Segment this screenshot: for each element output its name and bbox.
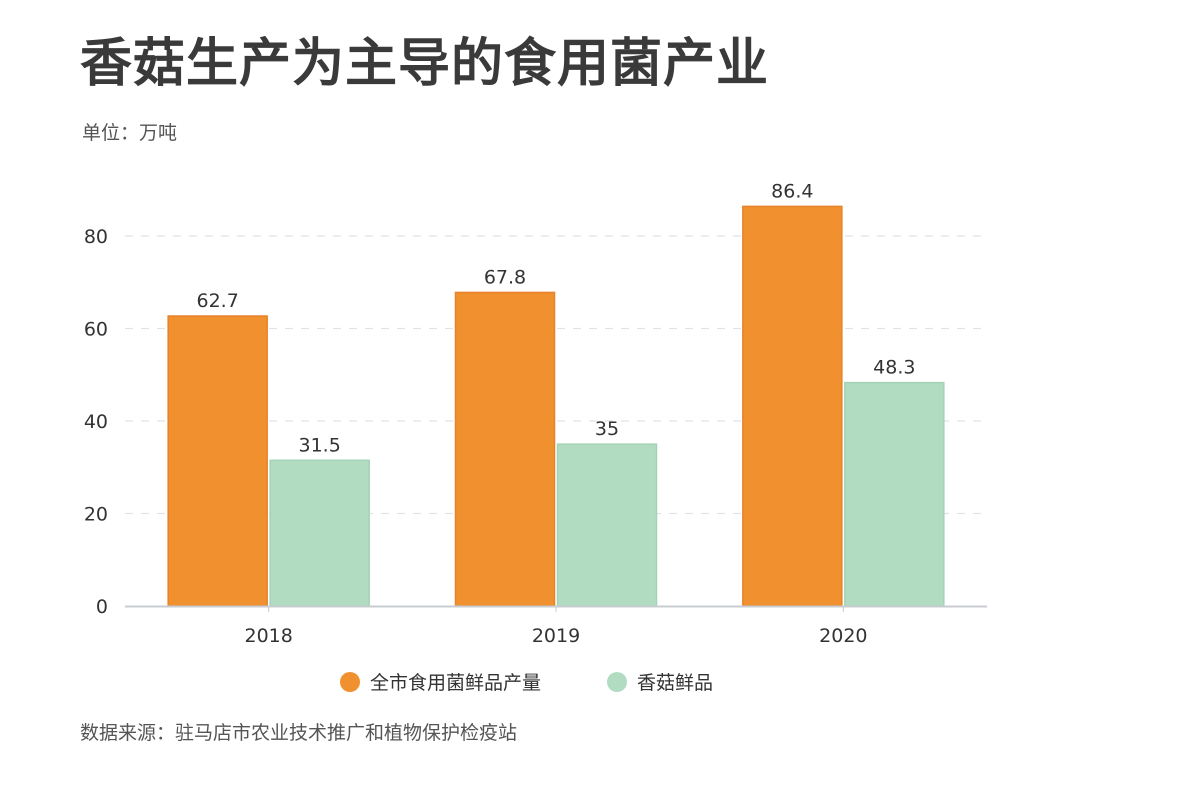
x-tick-label: 2019 [532, 625, 580, 647]
legend-marker [340, 672, 360, 692]
x-tick-label: 2020 [819, 625, 867, 647]
bar-shiitake [844, 381, 945, 607]
bar-total [454, 291, 556, 607]
y-tick-label: 20 [84, 504, 108, 526]
unit-label: 单位：万吨 [82, 122, 178, 144]
chart-title: 香菇生产为主导的食用菌产业 [80, 34, 770, 94]
y-tick-label: 40 [84, 411, 108, 433]
data-label: 62.7 [197, 290, 239, 312]
bar-total [742, 205, 843, 607]
legend-marker [607, 672, 627, 692]
y-axis-ticks: 0 20 40 60 80 [84, 226, 108, 618]
data-labels: 62.7 31.5 67.8 35 86.4 48.3 [197, 180, 916, 456]
data-label: 67.8 [484, 266, 526, 288]
bars [167, 205, 945, 607]
data-source: 数据来源：驻马店市农业技术推广和植物保护检疫站 [80, 722, 518, 744]
y-tick-label: 80 [84, 226, 108, 248]
bar-shiitake [269, 459, 370, 607]
data-label: 48.3 [873, 357, 915, 379]
y-tick-label: 0 [96, 596, 108, 618]
legend: 全市食用菌鲜品产量 香菇鲜品 [340, 672, 713, 694]
bar-shiitake [556, 443, 658, 607]
x-tick-label: 2018 [244, 625, 292, 647]
data-label: 35 [595, 418, 619, 440]
y-tick-label: 60 [84, 319, 108, 341]
legend-label: 全市食用菌鲜品产量 [370, 672, 541, 694]
legend-label: 香菇鲜品 [637, 672, 713, 694]
data-label: 31.5 [299, 434, 341, 456]
data-label: 86.4 [771, 180, 813, 202]
bar-total [167, 315, 268, 607]
x-axis-ticks: 2018 2019 2020 [244, 606, 868, 647]
